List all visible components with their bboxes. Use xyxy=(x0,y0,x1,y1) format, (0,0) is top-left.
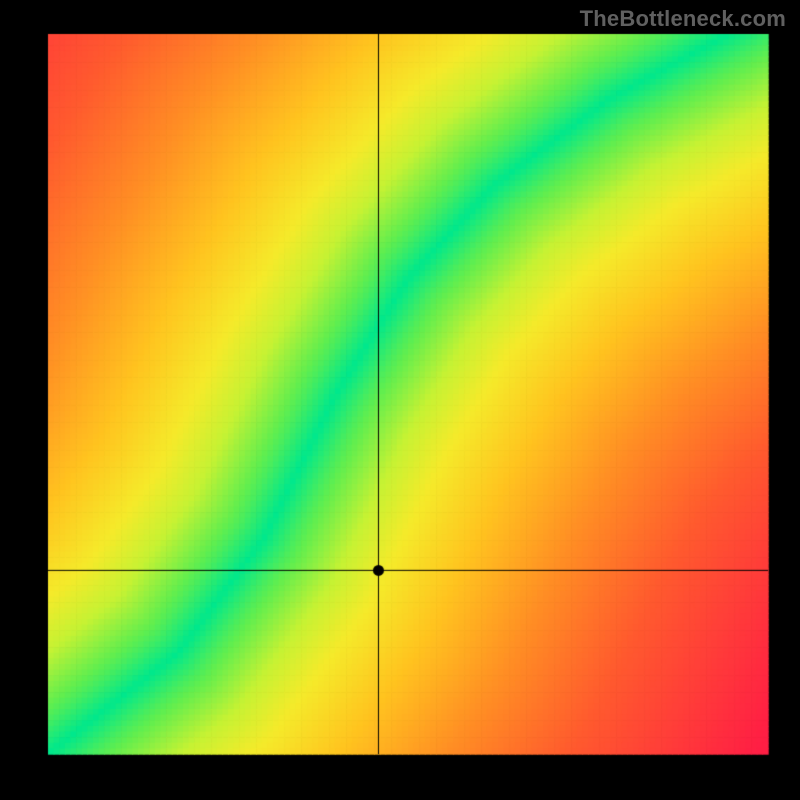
watermark-text: TheBottleneck.com xyxy=(580,6,786,32)
heatmap-plot xyxy=(0,0,800,800)
bottleneck-heatmap-container: TheBottleneck.com xyxy=(0,0,800,800)
